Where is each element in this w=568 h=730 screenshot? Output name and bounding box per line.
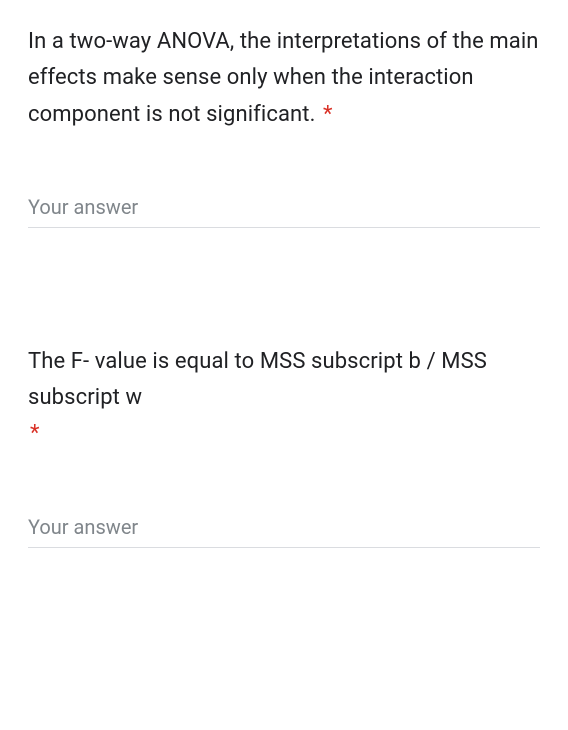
answer-input-2[interactable] <box>28 509 540 548</box>
answer-input-1[interactable] <box>28 189 540 228</box>
required-asterisk-2: * <box>28 421 40 446</box>
question-label-1: In a two-way ANOVA, the interpretations … <box>28 29 539 127</box>
question-block-1: In a two-way ANOVA, the interpretations … <box>0 0 568 141</box>
form-container: In a two-way ANOVA, the interpretations … <box>0 0 568 730</box>
question-text-2: The F- value is equal to MSS subscript b… <box>28 344 540 453</box>
question-label-2: The F- value is equal to MSS subscript b… <box>28 349 487 410</box>
answer-area-2 <box>0 509 568 548</box>
answer-area-1 <box>0 189 568 228</box>
required-asterisk-1: * <box>321 102 333 127</box>
question-text-1: In a two-way ANOVA, the interpretations … <box>28 24 540 133</box>
question-spacer <box>0 228 568 320</box>
question-block-2: The F- value is equal to MSS subscript b… <box>0 320 568 461</box>
